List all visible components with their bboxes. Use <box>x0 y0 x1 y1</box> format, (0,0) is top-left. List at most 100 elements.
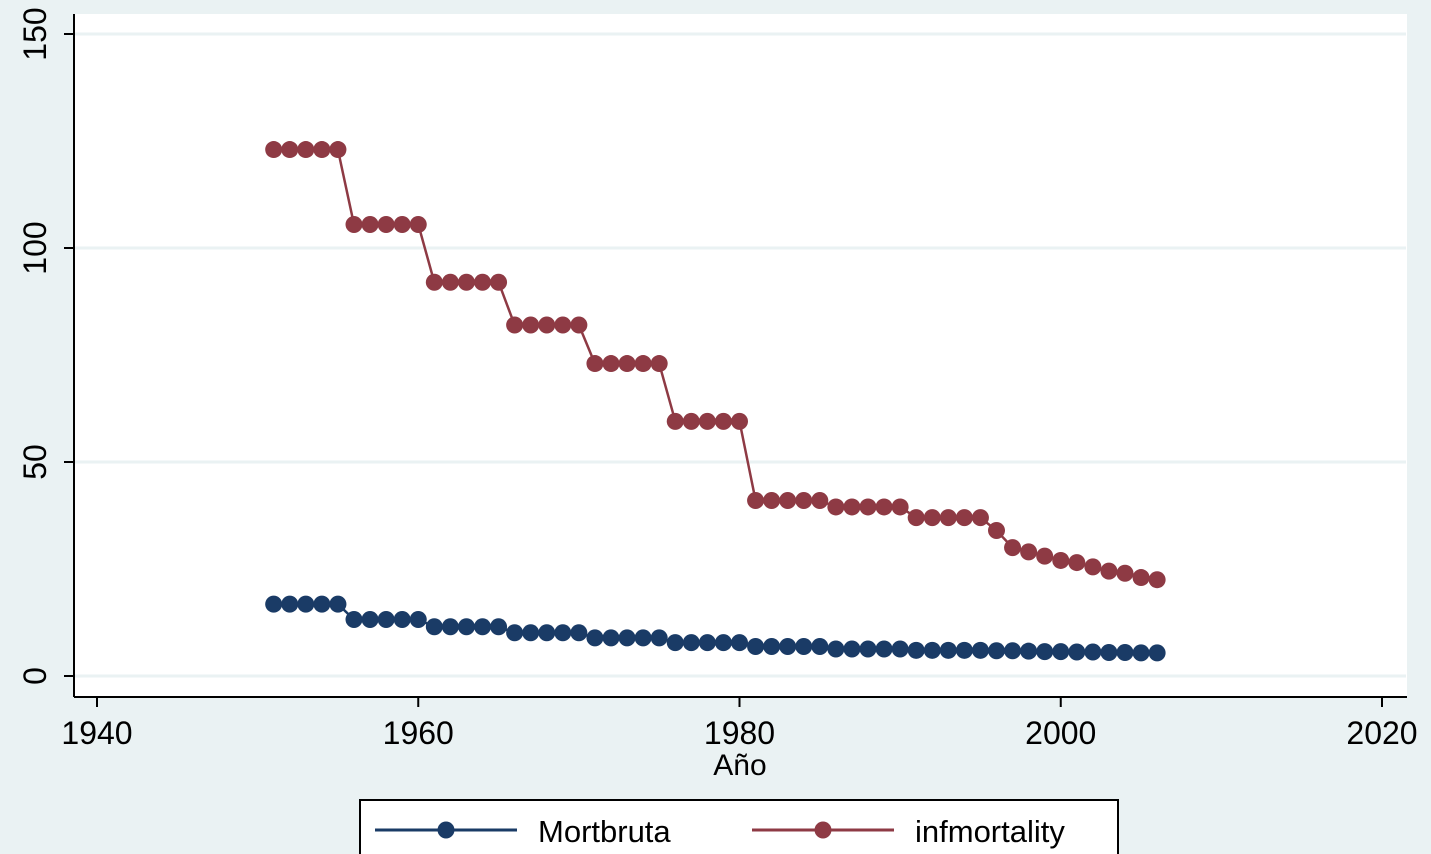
data-point <box>442 618 459 635</box>
data-point <box>474 274 491 291</box>
data-point <box>635 355 652 372</box>
data-point <box>506 317 523 334</box>
data-point <box>458 618 475 635</box>
data-point <box>956 642 973 659</box>
plot-area <box>74 14 1407 697</box>
data-point <box>474 618 491 635</box>
data-point <box>506 624 523 641</box>
data-point <box>603 355 620 372</box>
data-point <box>378 216 395 233</box>
data-point <box>635 629 652 646</box>
data-point <box>603 629 620 646</box>
data-point <box>1068 644 1085 661</box>
data-point <box>763 638 780 655</box>
data-point <box>924 509 941 526</box>
data-point <box>442 274 459 291</box>
data-point <box>651 355 668 372</box>
data-point <box>265 596 282 613</box>
data-point <box>892 641 909 658</box>
data-point <box>410 611 427 628</box>
data-point <box>1068 554 1085 571</box>
data-point <box>779 638 796 655</box>
data-point <box>811 638 828 655</box>
x-tick-label: 2020 <box>1346 715 1417 751</box>
data-point <box>570 317 587 334</box>
data-point <box>1117 644 1134 661</box>
data-point <box>522 624 539 641</box>
data-point <box>715 413 732 430</box>
data-point <box>1004 642 1021 659</box>
data-point <box>1036 643 1053 660</box>
data-point <box>1100 563 1117 580</box>
x-tick-label: 1940 <box>61 715 132 751</box>
x-tick-label: 1980 <box>704 715 775 751</box>
data-point <box>329 596 346 613</box>
data-point <box>297 141 314 158</box>
data-point <box>988 522 1005 539</box>
data-point <box>538 317 555 334</box>
data-point <box>1052 552 1069 569</box>
data-point <box>329 141 346 158</box>
data-point <box>747 638 764 655</box>
data-point <box>779 492 796 509</box>
data-point <box>763 492 780 509</box>
data-point <box>426 618 443 635</box>
data-point <box>1020 643 1037 660</box>
y-tick-label: 50 <box>17 444 53 480</box>
data-point <box>1149 571 1166 588</box>
data-point <box>490 274 507 291</box>
data-point <box>410 216 427 233</box>
data-point <box>827 641 844 658</box>
data-point <box>362 216 379 233</box>
data-point <box>699 413 716 430</box>
data-point <box>619 355 636 372</box>
data-point <box>651 629 668 646</box>
legend: Mortbruta infmortality <box>360 800 1118 854</box>
x-axis-title: Año <box>713 749 766 782</box>
data-point <box>554 317 571 334</box>
data-point <box>940 642 957 659</box>
data-point <box>972 509 989 526</box>
data-point <box>795 638 812 655</box>
data-point <box>522 317 539 334</box>
data-point <box>1004 539 1021 556</box>
data-point <box>313 141 330 158</box>
data-point <box>346 216 363 233</box>
data-point <box>731 634 748 651</box>
data-point <box>683 413 700 430</box>
data-point <box>570 624 587 641</box>
data-point <box>281 141 298 158</box>
data-point <box>956 509 973 526</box>
data-point <box>747 492 764 509</box>
data-point <box>1020 543 1037 560</box>
data-point <box>265 141 282 158</box>
data-point <box>908 642 925 659</box>
data-point <box>715 634 732 651</box>
data-point <box>394 611 411 628</box>
data-point <box>972 642 989 659</box>
data-point <box>281 596 298 613</box>
data-point <box>667 634 684 651</box>
data-point <box>667 413 684 430</box>
data-point <box>892 498 909 515</box>
data-point <box>908 509 925 526</box>
data-point <box>297 596 314 613</box>
legend-label: Mortbruta <box>538 814 671 849</box>
data-point <box>394 216 411 233</box>
y-tick-label: 0 <box>17 667 53 685</box>
data-point <box>843 498 860 515</box>
data-point <box>1149 644 1166 661</box>
data-point <box>988 642 1005 659</box>
data-point <box>860 498 877 515</box>
data-point <box>1052 643 1069 660</box>
data-point <box>1084 644 1101 661</box>
data-point <box>1084 558 1101 575</box>
data-point <box>1117 565 1134 582</box>
data-point <box>827 498 844 515</box>
data-point <box>876 498 893 515</box>
data-point <box>362 611 379 628</box>
data-point <box>378 611 395 628</box>
legend-swatch-marker <box>438 822 455 839</box>
data-point <box>554 624 571 641</box>
